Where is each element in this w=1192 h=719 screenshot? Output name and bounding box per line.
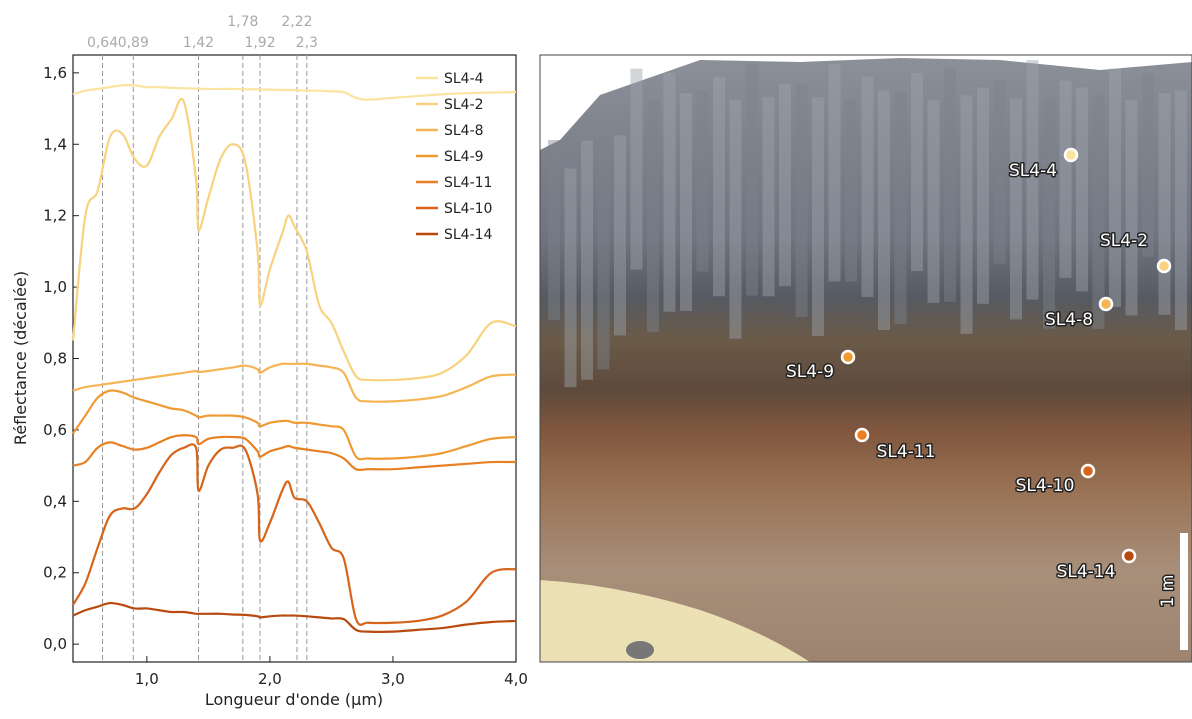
sample-label: SL4-9: [786, 362, 834, 382]
spectrum-line: [73, 435, 516, 470]
sample-marker: [856, 429, 868, 441]
column: [911, 73, 923, 271]
column: [763, 97, 775, 296]
sample-label: SL4-14: [1057, 562, 1116, 582]
column: [598, 138, 610, 370]
column: [994, 81, 1006, 264]
x-tick-label: 2,0: [258, 670, 282, 688]
column: [1109, 69, 1121, 307]
spectra-plot: 0,0 0,2 0,4 0,6 0,8 1,0 1,2 1,4 1,6 1,0 2,0 3,0 4,0 S…: [43, 55, 528, 688]
reference-label: 1,42: [183, 35, 214, 51]
column: [829, 64, 841, 281]
y-tick-label: 0,4: [43, 492, 67, 510]
y-axis-label: Réflectance (décalée): [11, 271, 30, 445]
column: [697, 90, 709, 271]
legend-label: SL4-2: [444, 97, 484, 113]
x-tick-label: 3,0: [381, 670, 405, 688]
y-tick-label: 1,6: [43, 64, 67, 82]
sample-marker: [1100, 298, 1112, 310]
y-tick-label: 0,8: [43, 350, 67, 368]
scale-label: 1 m: [1158, 575, 1178, 608]
column: [581, 141, 593, 380]
reference-label: 2,22: [281, 14, 312, 30]
sample-marker: [1065, 149, 1077, 161]
column: [1126, 100, 1138, 315]
column: [631, 69, 643, 270]
column: [746, 64, 758, 295]
column: [713, 77, 725, 296]
column: [862, 77, 874, 297]
column: [977, 87, 989, 303]
column: [1060, 81, 1072, 278]
rock: [626, 641, 654, 659]
reference-label: 0,64: [87, 35, 118, 51]
x-axis-label: Longueur d'onde (µm): [205, 690, 383, 709]
column: [796, 84, 808, 317]
x-tick-label: 4,0: [504, 670, 528, 688]
column: [845, 99, 857, 281]
y-tick-label: 0,6: [43, 421, 67, 439]
column: [1010, 99, 1022, 320]
sample-label: SL4-4: [1009, 161, 1057, 181]
column: [878, 91, 890, 330]
column: [664, 73, 676, 312]
column: [1175, 90, 1187, 330]
plot-frame: [73, 55, 516, 662]
legend-label: SL4-8: [444, 123, 484, 139]
column: [812, 97, 824, 336]
legend-label: SL4-14: [444, 227, 493, 243]
reference-label: 1,78: [227, 14, 258, 30]
legend-label: SL4-11: [444, 175, 492, 191]
column: [1093, 95, 1105, 329]
sample-marker: [1082, 465, 1094, 477]
sample-marker: [1158, 260, 1170, 272]
column: [565, 169, 577, 388]
y-tick-label: 1,2: [43, 207, 67, 225]
column: [548, 140, 560, 320]
scale-bar: [1180, 533, 1188, 650]
y-tick-label: 1,0: [43, 278, 67, 296]
spectrum-line: [73, 603, 516, 632]
column: [614, 135, 626, 335]
legend-label: SL4-4: [444, 71, 484, 87]
column: [1159, 93, 1171, 315]
column: [647, 100, 659, 332]
sample-label: SL4-2: [1100, 231, 1148, 251]
sample-marker: [1123, 550, 1135, 562]
reference-label: 0,89: [118, 35, 149, 51]
x-tick-label: 1,0: [135, 670, 159, 688]
column: [961, 95, 973, 334]
column: [944, 69, 956, 302]
sample-label: SL4-10: [1016, 476, 1075, 496]
column: [895, 93, 907, 324]
reference-label: 2,3: [296, 35, 318, 51]
y-tick-label: 1,4: [43, 135, 67, 153]
column: [680, 93, 692, 311]
y-tick-label: 0,0: [43, 635, 67, 653]
column: [1076, 88, 1088, 292]
reference-label: 1,92: [244, 35, 275, 51]
column: [730, 99, 742, 338]
column: [928, 100, 940, 303]
spectrum-line: [73, 444, 516, 625]
legend-label: SL4-10: [444, 201, 492, 217]
y-tick-label: 0,2: [43, 564, 67, 582]
sample-label: SL4-11: [877, 442, 936, 462]
legend-label: SL4-9: [444, 149, 484, 165]
column: [1043, 99, 1055, 329]
column: [1142, 73, 1154, 257]
sample-label: SL4-8: [1045, 310, 1093, 330]
column: [779, 84, 791, 286]
sample-marker: [842, 351, 854, 363]
